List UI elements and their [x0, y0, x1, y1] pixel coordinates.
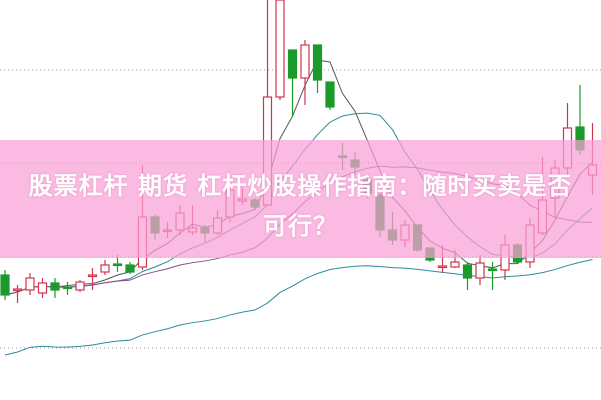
candle-down [62, 286, 73, 290]
candle-down [112, 263, 123, 267]
candle-up [450, 261, 460, 268]
candle-down [325, 81, 335, 108]
title-banner [0, 140, 601, 258]
candle-down [0, 274, 10, 296]
candle-down [312, 44, 323, 81]
article-title-line1: 股票杠杆 期货 杠杆炒股操作指南：随时买卖是否 [28, 172, 573, 200]
candle-up [300, 44, 310, 79]
candle-up [12, 288, 23, 292]
article-title-line2: 可行？ [263, 212, 338, 240]
moving-average-line-ma5 [4, 59, 593, 296]
candle-down [50, 282, 60, 291]
candle-up [475, 262, 485, 279]
candle-up [25, 277, 35, 291]
candle-up [275, 0, 285, 98]
candle-up [100, 264, 110, 273]
candle-up [37, 282, 48, 294]
candle-down [487, 268, 498, 272]
candle-down [125, 264, 135, 273]
candle-up [437, 265, 448, 269]
candle-up [87, 274, 98, 278]
candle-up [75, 281, 85, 291]
moving-average-line-ma40 [4, 259, 593, 356]
candle-down [462, 264, 473, 279]
candle-down [287, 49, 298, 79]
